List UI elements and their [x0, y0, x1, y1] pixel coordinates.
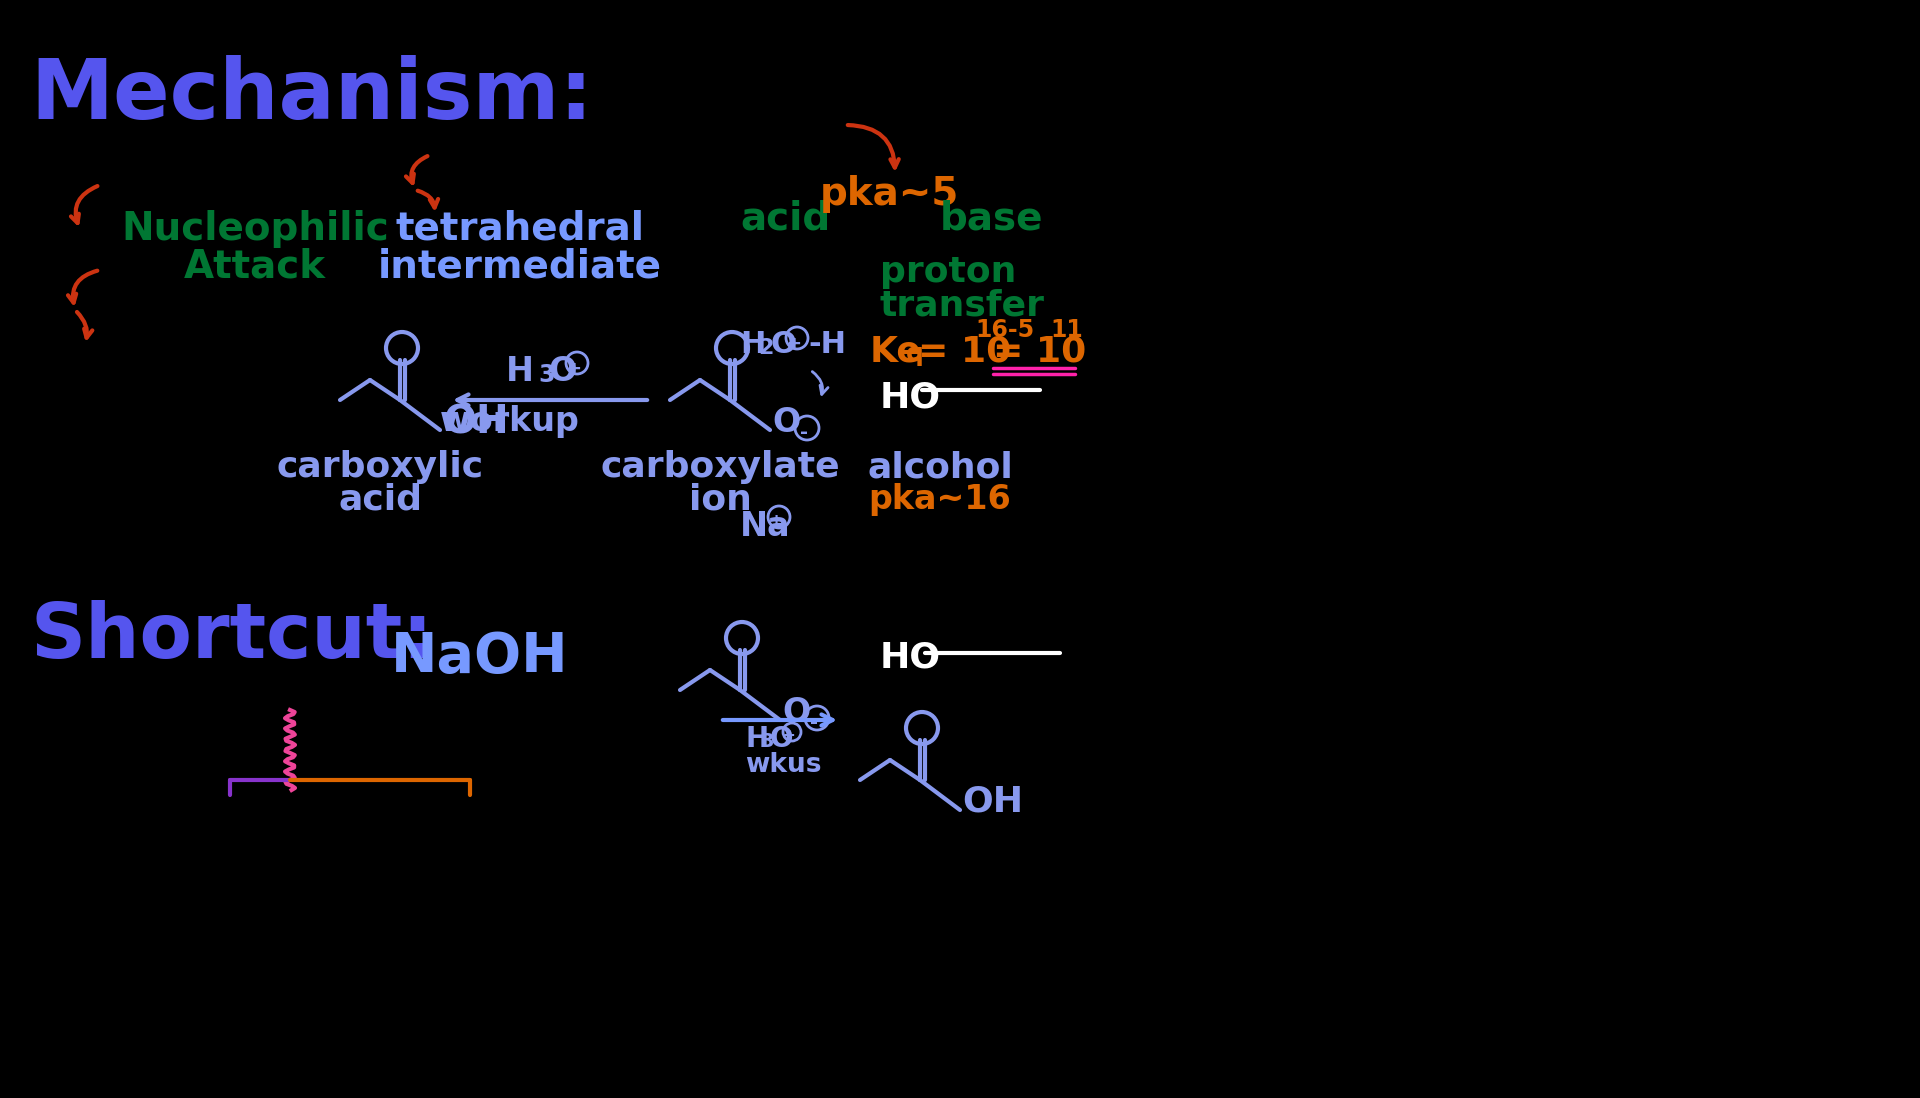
Text: acid: acid: [338, 483, 422, 517]
Text: +: +: [768, 512, 783, 530]
Text: pka~5: pka~5: [820, 175, 960, 213]
Text: tetrahedral: tetrahedral: [396, 210, 645, 248]
Text: O: O: [772, 405, 801, 438]
Text: H: H: [507, 355, 534, 388]
Text: 3: 3: [538, 363, 555, 386]
Text: -: -: [810, 713, 818, 731]
Text: alcohol: alcohol: [868, 450, 1014, 484]
Text: wkus: wkus: [745, 752, 822, 778]
Text: NaOH: NaOH: [392, 630, 568, 684]
Text: O: O: [781, 695, 810, 728]
Text: workup: workup: [440, 405, 580, 438]
Text: transfer: transfer: [879, 288, 1044, 322]
Text: +: +: [783, 728, 795, 743]
Text: carboxylic: carboxylic: [276, 450, 484, 484]
Text: OH: OH: [444, 403, 509, 441]
Text: Shortcut:: Shortcut:: [31, 600, 432, 674]
Text: -: -: [801, 423, 808, 441]
Text: H: H: [739, 330, 766, 359]
Text: 2: 2: [758, 338, 774, 358]
Text: Ke: Ke: [870, 335, 922, 369]
Text: HO: HO: [879, 380, 941, 414]
Text: Nucleophilic: Nucleophilic: [121, 210, 390, 248]
Text: pka~16: pka~16: [868, 483, 1012, 516]
Text: = 10: = 10: [918, 335, 1012, 369]
Text: proton: proton: [879, 255, 1016, 289]
Text: ion: ion: [689, 483, 751, 517]
Text: 11: 11: [1050, 318, 1083, 341]
Text: O: O: [770, 725, 793, 753]
Text: +: +: [566, 360, 582, 378]
Text: acid: acid: [739, 200, 829, 238]
Text: base: base: [941, 200, 1043, 238]
Text: Na: Na: [739, 509, 791, 544]
Text: = 10: = 10: [993, 335, 1087, 369]
Text: carboxylate: carboxylate: [601, 450, 839, 484]
Text: q: q: [906, 341, 924, 366]
Text: intermediate: intermediate: [378, 248, 662, 285]
Text: -H: -H: [808, 330, 847, 359]
Text: HO: HO: [879, 640, 941, 674]
Text: 3: 3: [760, 732, 774, 751]
Text: O: O: [547, 355, 576, 388]
Text: Mechanism:: Mechanism:: [31, 55, 593, 136]
Text: 16-5: 16-5: [975, 318, 1035, 341]
Text: H: H: [745, 725, 768, 753]
Text: O: O: [770, 330, 797, 359]
Text: Attack: Attack: [184, 248, 326, 285]
Text: OH: OH: [962, 785, 1023, 819]
Text: +: +: [787, 335, 801, 352]
